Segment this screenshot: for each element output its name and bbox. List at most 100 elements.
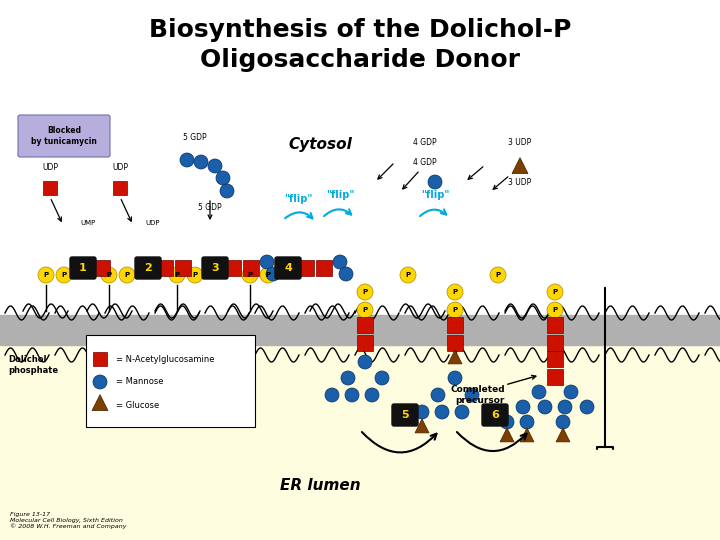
Text: "flip": "flip" [284,194,312,204]
Text: = Glucose: = Glucose [116,401,159,409]
FancyBboxPatch shape [135,257,161,279]
Circle shape [119,267,135,283]
Text: P: P [174,272,179,278]
Circle shape [516,400,530,414]
Text: 3 UDP: 3 UDP [508,178,531,187]
Polygon shape [512,158,528,173]
Circle shape [325,388,339,402]
Polygon shape [448,350,462,364]
Text: 5: 5 [401,410,409,420]
Circle shape [520,415,534,429]
Text: 6: 6 [491,410,499,420]
FancyBboxPatch shape [18,115,110,157]
Circle shape [180,153,194,167]
Text: 4: 4 [284,263,292,273]
Circle shape [101,267,117,283]
Circle shape [400,267,416,283]
Text: P: P [452,307,458,313]
Circle shape [447,284,463,300]
Text: "flip": "flip" [326,190,354,200]
Circle shape [580,400,594,414]
Circle shape [216,171,230,185]
Bar [43,181,57,195]
Circle shape [365,388,379,402]
Text: 5 GDP: 5 GDP [183,133,207,142]
Bar [316,260,332,276]
Text: 1: 1 [79,263,87,273]
Text: UDP: UDP [42,163,58,172]
Circle shape [38,267,54,283]
Text: P: P [61,272,66,278]
Circle shape [455,405,469,419]
Text: 5 GDP: 5 GDP [198,203,222,212]
Circle shape [333,255,347,269]
Text: Figure 13-17
Molecular Cell Biology, Sixth Edition
© 2008 W.H. Freeman and Compa: Figure 13-17 Molecular Cell Biology, Six… [10,512,127,529]
Text: P: P [248,272,253,278]
Circle shape [375,371,389,385]
Text: ER lumen: ER lumen [279,477,360,492]
Text: P: P [107,272,112,278]
Circle shape [556,415,570,429]
Bar [94,260,110,276]
Circle shape [56,267,72,283]
Circle shape [266,267,280,281]
Text: P: P [125,272,130,278]
Circle shape [260,267,276,283]
Bar [243,260,259,276]
Bar [157,260,173,276]
Bar [113,181,127,195]
Text: Oligosaccharide Donor: Oligosaccharide Donor [200,48,520,72]
FancyBboxPatch shape [70,257,96,279]
Text: Biosynthesis of the Dolichol-P: Biosynthesis of the Dolichol-P [149,18,571,42]
FancyBboxPatch shape [482,404,508,426]
Text: P: P [192,272,197,278]
Polygon shape [556,428,570,442]
Text: = N-Acetylglucosamine: = N-Acetylglucosamine [116,354,215,363]
Bar [547,351,563,367]
Text: P: P [362,307,368,313]
Text: P: P [405,272,410,278]
Circle shape [564,385,578,399]
FancyBboxPatch shape [275,257,301,279]
Bar [0,315,720,345]
Text: Blocked
by tunicamycin: Blocked by tunicamycin [31,126,97,146]
Text: Dolichol
phosphate: Dolichol phosphate [8,355,58,375]
Polygon shape [92,395,108,410]
Circle shape [341,371,355,385]
Bar [547,335,563,351]
Circle shape [448,371,462,385]
Polygon shape [500,428,514,442]
Polygon shape [415,419,429,433]
Circle shape [169,267,185,283]
Circle shape [465,388,479,402]
Circle shape [358,355,372,369]
Text: P: P [495,272,500,278]
Bar [175,260,191,276]
Circle shape [187,267,203,283]
Circle shape [547,302,563,318]
Circle shape [558,400,572,414]
Bar [447,317,463,333]
Text: P: P [266,272,271,278]
Text: UMP: UMP [80,220,95,226]
Circle shape [447,302,463,318]
Circle shape [208,159,222,173]
Circle shape [428,175,442,189]
Circle shape [194,155,208,169]
Circle shape [435,405,449,419]
Bar [357,317,373,333]
Text: P: P [552,307,557,313]
Text: Completed
precursor: Completed precursor [451,386,505,404]
Bar [547,369,563,385]
Circle shape [415,405,429,419]
Polygon shape [520,428,534,442]
Circle shape [490,267,506,283]
Bar [0,80,720,315]
Bar [225,260,241,276]
Circle shape [357,302,373,318]
Circle shape [547,284,563,300]
Text: 3: 3 [211,263,219,273]
Circle shape [431,388,445,402]
Circle shape [345,388,359,402]
Circle shape [500,415,514,429]
